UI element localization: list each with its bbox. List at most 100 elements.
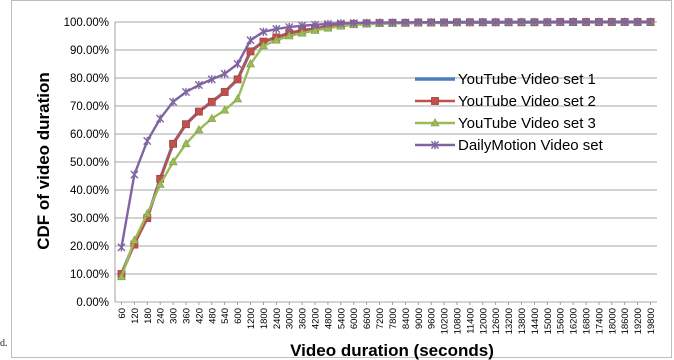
y-tick-label: 0.00% [76,297,109,309]
x-tick-label: 420 [194,308,205,324]
x-tick-label: 18000 [607,308,618,334]
x-tick-label: 300 [169,308,180,324]
legend: YouTube Video set 1 YouTube Video set 2 Yo… [415,71,604,154]
chart-frame [11,0,672,358]
x-tick-label: 11400 [465,308,476,334]
data-point-marker [194,124,204,134]
data-point-marker [272,24,281,34]
data-point-marker [220,88,229,96]
x-tick-label: 4200 [311,308,322,329]
data-point-marker [310,20,320,29]
data-point-marker [556,17,565,27]
x-tick-label: 1200 [246,308,257,329]
data-point-marker [181,138,191,148]
y-tick-label: 80.00% [70,73,109,85]
data-point-marker [194,107,203,116]
gridlines [114,21,657,303]
data-point-marker [156,114,165,123]
data-point-marker [607,17,616,27]
data-point-marker [142,208,152,218]
data-point-marker [375,18,384,27]
data-point-marker [194,80,203,90]
data-point-marker [633,17,642,27]
cropped-text-fragment: d. [0,338,8,349]
y-tick-label: 60.00% [70,129,109,141]
data-point-marker [298,21,307,30]
data-point-marker [233,75,242,84]
data-point-marker [478,18,487,27]
data-point-marker [349,19,358,28]
legend-item: YouTube Video set 1 [415,71,596,88]
legend-item: YouTube Video set 3 [415,115,596,132]
x-axis-ticks: 60 120 180 240 300 360 420 480 540 600 1200 1800 240… [117,302,657,334]
data-point-marker [569,17,578,27]
data-point-marker [336,19,345,28]
x-tick-label: 14400 [530,308,541,334]
data-point-marker [207,97,216,106]
legend-label: DailyMotion Video set [458,137,604,154]
x-tick-label: 1800 [259,308,270,329]
data-point-marker [452,18,462,27]
data-point-marker [246,36,255,45]
x-tick-label: 13200 [504,308,515,334]
data-point-marker [207,75,216,84]
data-point-marker [323,19,333,29]
y-tick-label: 70.00% [70,101,109,113]
legend-item: DailyMotion Video set [415,137,604,154]
legend-item: YouTube Video set 2 [415,93,596,110]
data-point-marker [130,170,139,179]
y-tick-label: 40.00% [70,185,109,197]
x-tick-label: 120 [130,308,141,324]
x-tick-label: 5400 [336,308,347,329]
x-tick-label: 19800 [646,308,657,334]
data-point-marker [427,18,436,27]
data-point-marker [646,17,655,27]
data-point-marker [168,157,178,166]
data-point-marker [181,87,191,97]
data-point-marker [155,179,165,188]
x-tick-label: 16200 [569,308,580,334]
data-point-marker [117,243,126,252]
data-point-marker [233,94,243,103]
data-point-marker [285,22,294,32]
data-point-marker [491,18,500,27]
x-tick-label: 480 [207,308,218,324]
x-tick-label: 4800 [323,308,334,329]
y-tick-label: 50.00% [70,157,109,169]
x-tick-label: 9600 [427,308,438,329]
legend-label: YouTube Video set 1 [458,71,596,88]
x-tick-label: 540 [220,308,231,324]
x-axis-title: Video duration (seconds) [290,341,494,360]
data-point-marker [431,97,439,105]
y-axis-ticks: 0.00% 10.00% 20.00% 30.00% 40.00% 50.00% 60.00… [64,17,109,309]
data-point-marker [543,17,552,27]
data-point-marker [362,18,371,27]
x-tick-label: 2400 [272,308,283,329]
x-tick-label: 18600 [620,308,631,334]
data-point-marker [220,105,230,114]
x-tick-label: 17400 [594,308,605,334]
x-tick-label: 7200 [375,308,386,329]
data-point-marker [284,31,294,40]
data-point-marker [116,271,126,281]
legend-label: YouTube Video set 3 [458,115,596,132]
data-point-marker [465,18,474,27]
x-tick-label: 15000 [543,308,554,334]
legend-label: YouTube Video set 2 [458,93,596,110]
x-tick-label: 12000 [478,308,489,334]
x-tick-label: 8400 [401,308,412,329]
x-tick-label: 600 [233,308,244,324]
x-tick-label: 3000 [285,308,296,329]
data-point-marker [258,40,268,50]
x-tick-label: 15600 [556,308,567,334]
data-point-marker [233,59,242,69]
y-tick-label: 100.00% [64,17,109,29]
y-axis-title: CDF of video duration [34,72,53,250]
x-tick-label: 10200 [440,308,451,334]
x-tick-label: 60 [117,308,128,319]
data-point-marker [414,18,423,27]
data-point-marker [530,17,539,27]
x-tick-label: 360 [181,308,192,324]
data-point-marker [245,59,256,68]
